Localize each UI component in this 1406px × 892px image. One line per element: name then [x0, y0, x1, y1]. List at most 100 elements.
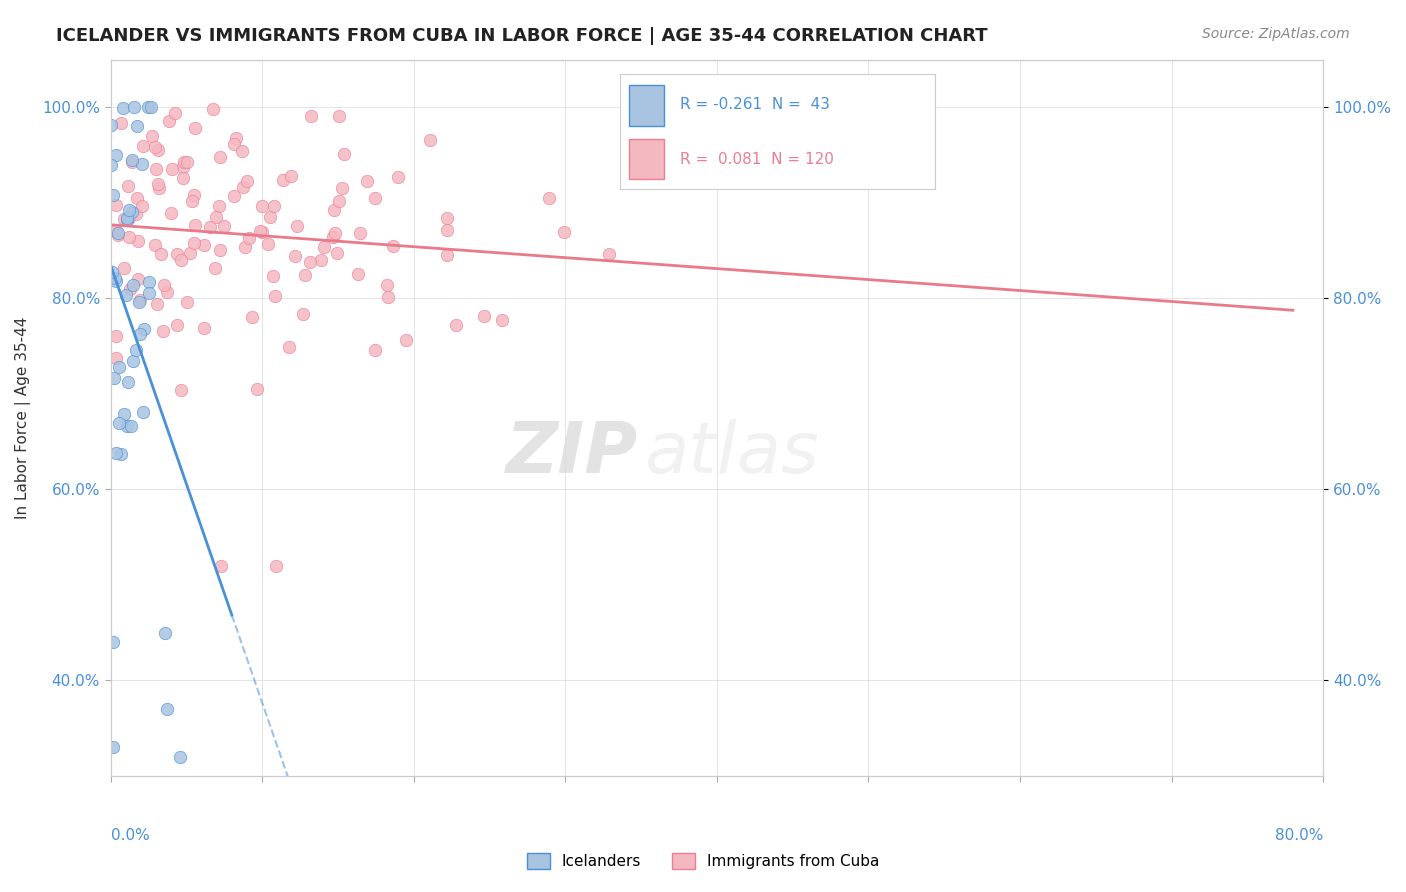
Point: [103, 740, 125, 755]
Point: [278, 340, 301, 354]
Point: [257, 236, 280, 251]
Point: [183, 187, 205, 202]
Point: [152, 324, 174, 338]
Point: [112, 212, 135, 227]
Point: [121, 205, 143, 219]
Point: [143, 237, 166, 252]
Point: [136, 100, 159, 114]
Point: [537, 191, 560, 205]
Point: [209, 244, 232, 258]
Point: [231, 145, 253, 159]
Point: [225, 130, 247, 145]
Y-axis label: In Labor Force | Age 35-44: In Labor Force | Age 35-44: [15, 317, 31, 519]
Point: [100, 158, 122, 172]
Point: [160, 206, 183, 220]
Point: [181, 194, 204, 208]
Text: ICELANDER VS IMMIGRANTS FROM CUBA IN LABOR FORCE | AGE 35-44 CORRELATION CHART: ICELANDER VS IMMIGRANTS FROM CUBA IN LAB…: [56, 27, 988, 45]
Point: [141, 128, 163, 143]
Point: [262, 269, 284, 284]
Point: [120, 282, 142, 296]
Point: [204, 261, 226, 276]
Point: [105, 329, 128, 343]
Point: [183, 236, 205, 251]
Point: [375, 277, 398, 292]
Point: [148, 181, 170, 195]
Point: [419, 133, 441, 147]
Point: [118, 229, 141, 244]
Point: [233, 240, 256, 254]
Text: ZIP: ZIP: [506, 419, 638, 488]
Point: [205, 210, 228, 224]
Point: [325, 226, 347, 240]
Point: [280, 169, 302, 183]
Point: [364, 191, 387, 205]
Point: [436, 248, 458, 262]
Point: [322, 230, 344, 244]
Point: [208, 150, 231, 164]
Point: [170, 384, 193, 398]
Point: [169, 749, 191, 764]
Point: [312, 240, 335, 254]
Point: [128, 294, 150, 309]
Point: [145, 162, 167, 177]
Point: [127, 272, 149, 286]
Point: [323, 202, 346, 217]
Point: [436, 223, 458, 237]
Point: [132, 139, 155, 153]
Point: [212, 219, 235, 233]
Point: [121, 155, 143, 169]
Point: [117, 375, 139, 389]
Point: [146, 143, 169, 157]
Point: [298, 255, 321, 269]
Point: [101, 188, 124, 202]
Point: [436, 211, 458, 225]
Point: [160, 162, 183, 177]
Point: [246, 382, 269, 396]
Point: [330, 181, 353, 195]
Point: [132, 405, 155, 419]
Point: [104, 271, 127, 285]
Point: [131, 157, 153, 171]
Point: [202, 102, 225, 116]
Point: [156, 702, 179, 716]
Point: [387, 170, 409, 185]
Point: [235, 174, 257, 188]
Point: [120, 419, 142, 434]
Point: [103, 370, 125, 384]
Point: [122, 278, 145, 293]
Point: [108, 359, 131, 374]
Point: [115, 288, 138, 302]
Point: [183, 218, 205, 232]
Point: [349, 226, 371, 240]
Point: [100, 118, 122, 132]
Point: [146, 177, 169, 191]
Point: [242, 310, 264, 325]
Point: [139, 100, 162, 114]
Point: [491, 313, 513, 327]
Point: [118, 211, 141, 225]
Point: [301, 109, 323, 123]
Point: [115, 419, 138, 434]
Point: [284, 249, 307, 263]
Point: [250, 199, 273, 213]
Point: [198, 220, 221, 235]
Text: 0.0%: 0.0%: [111, 829, 149, 844]
Point: [138, 286, 160, 301]
Point: [100, 265, 122, 279]
Point: [176, 154, 198, 169]
Point: [264, 288, 287, 302]
Point: [129, 293, 152, 307]
Point: [328, 194, 350, 208]
Point: [146, 297, 169, 311]
Point: [132, 322, 155, 336]
Point: [311, 253, 333, 268]
Point: [209, 558, 232, 573]
Point: [143, 140, 166, 154]
Point: [193, 321, 215, 335]
Point: [131, 199, 153, 213]
Point: [598, 247, 620, 261]
Point: [125, 343, 148, 358]
Point: [172, 171, 194, 186]
Point: [112, 260, 135, 275]
Point: [153, 278, 176, 293]
